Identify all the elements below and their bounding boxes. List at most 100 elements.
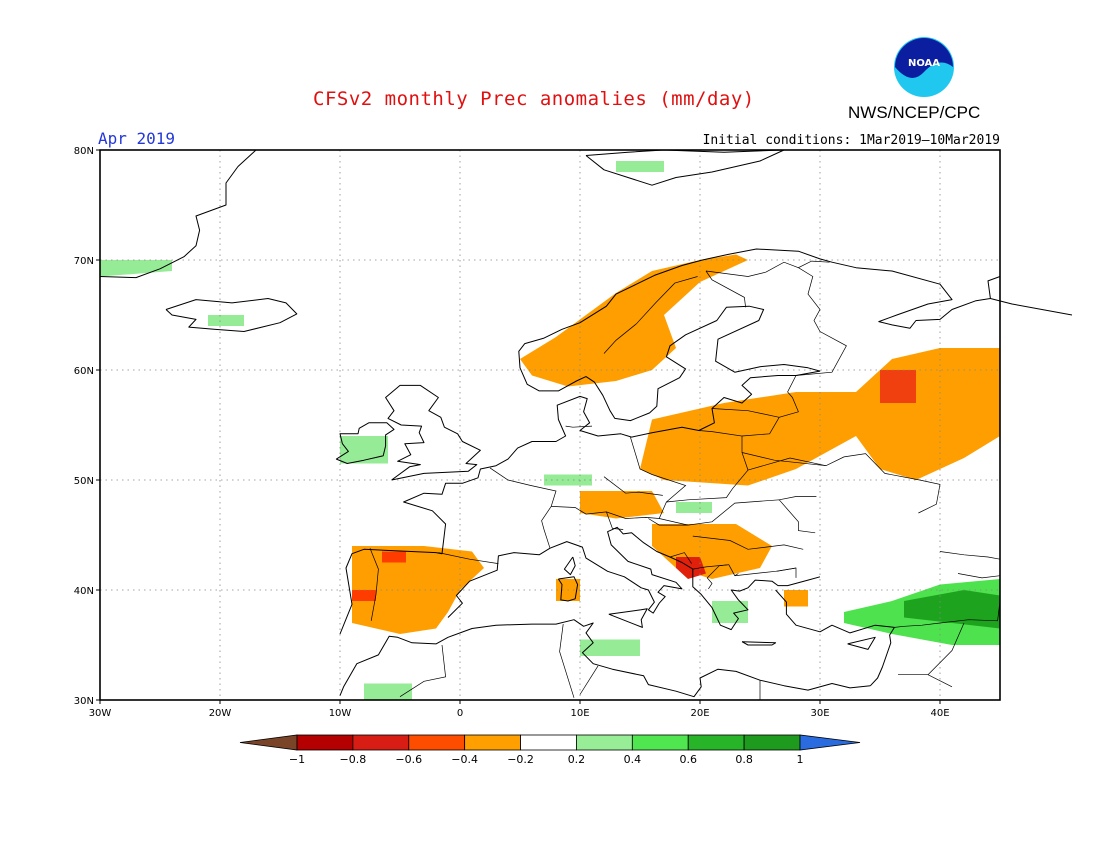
country-border xyxy=(565,425,593,428)
colorbar-high-arrow xyxy=(799,734,861,751)
country-border xyxy=(399,644,446,697)
country-border xyxy=(705,270,746,308)
anomaly-region-russia xyxy=(856,348,1000,480)
country-border xyxy=(957,573,1001,579)
coastline xyxy=(339,619,871,698)
anomaly-region-spain-north-red xyxy=(382,551,406,563)
country-border xyxy=(939,551,1001,560)
coastline xyxy=(99,149,257,279)
colorbar-label: 0.8 xyxy=(735,753,753,766)
country-border xyxy=(551,430,749,519)
colorbar-segment xyxy=(631,734,689,751)
country-border xyxy=(438,552,499,564)
colorbar-segment xyxy=(296,734,354,751)
anomaly-region-hungary xyxy=(676,502,712,513)
coastline xyxy=(585,149,785,186)
agency-label: NWS/NCEP/CPC xyxy=(848,103,981,122)
country-border xyxy=(705,261,799,277)
lat-tick-label: 70N xyxy=(74,256,94,267)
lon-tick-label: 10E xyxy=(570,708,589,719)
anomaly-region-balkans xyxy=(652,524,772,579)
coastline xyxy=(385,384,481,481)
coastlines xyxy=(99,149,1073,698)
coastline xyxy=(165,298,298,332)
country-border xyxy=(369,548,379,621)
coastline xyxy=(557,576,579,602)
country-border xyxy=(603,476,663,496)
coastline xyxy=(335,422,395,464)
colorbar-segment xyxy=(464,734,521,751)
map-frame xyxy=(99,149,1001,701)
country-border xyxy=(669,552,692,564)
anomaly-region-uk-ireland xyxy=(340,436,388,464)
colorbar-label: 1 xyxy=(797,753,804,766)
lat-tick-label: 40N xyxy=(74,586,94,597)
country-border xyxy=(741,375,799,437)
country-border xyxy=(747,457,827,471)
colorbar-segment xyxy=(408,734,466,751)
country-border xyxy=(659,499,816,534)
country-border xyxy=(741,452,941,514)
country-borders xyxy=(369,260,1001,700)
country-border xyxy=(795,260,847,376)
coastline xyxy=(339,370,821,635)
colorbar-label: 0.6 xyxy=(679,753,697,766)
anomaly-region-north-africa xyxy=(580,639,640,656)
country-border xyxy=(776,567,797,578)
country-border xyxy=(692,535,804,550)
anomaly-region-iberia xyxy=(352,546,484,634)
colorbar-segment xyxy=(743,734,801,751)
lat-tick-label: 60N xyxy=(74,366,94,377)
anomaly-region-portugal-red xyxy=(352,590,376,601)
anomaly-region-turkey-west xyxy=(784,590,808,607)
lat-tick-label: 80N xyxy=(74,146,94,157)
coastline xyxy=(608,608,648,628)
anomaly-region-russia-red xyxy=(880,370,916,403)
noaa-logo: NOAA xyxy=(894,37,954,97)
country-border xyxy=(894,600,1001,628)
anomaly-region-morocco xyxy=(364,683,412,700)
country-border xyxy=(559,624,575,698)
colorbar-label: 0.2 xyxy=(568,753,586,766)
coastline xyxy=(741,641,777,646)
anomaly-region-alps xyxy=(580,491,664,519)
colorbar: −1 −0.8 −0.6 −0.4 −0.2 0.2 0.4 0.6 0.8 1 xyxy=(239,734,861,766)
colorbar-label: −0.6 xyxy=(395,753,422,766)
country-border xyxy=(648,518,688,526)
axis-ticks: 30W 20W 10W 0 10E 20E 30E 40E 80N 70N 60N 50N 40N 30N xyxy=(74,146,950,719)
lon-tick-label: 10W xyxy=(329,708,352,719)
colorbar-label: 0.4 xyxy=(624,753,642,766)
anomaly-region-central-europe xyxy=(640,392,856,486)
coastline xyxy=(563,556,576,576)
coastline xyxy=(847,636,876,650)
coastline xyxy=(447,526,821,631)
map-title: CFSv2 monthly Prec anomalies (mm/day) xyxy=(313,88,755,110)
colorbar-label: −1 xyxy=(289,753,305,766)
colorbar-segment xyxy=(576,734,633,751)
lat-tick-label: 30N xyxy=(74,696,94,707)
lon-tick-label: 30W xyxy=(89,708,112,719)
anomaly-regions xyxy=(100,161,1000,700)
anomaly-region-greece xyxy=(712,601,748,623)
colorbar-label: −0.4 xyxy=(451,753,478,766)
colorbar-label: −0.8 xyxy=(340,753,367,766)
lon-tick-label: 20W xyxy=(209,708,232,719)
colorbar-segment xyxy=(687,734,745,751)
lon-tick-label: 40E xyxy=(930,708,949,719)
country-border xyxy=(734,573,739,576)
lon-tick-label: 0 xyxy=(457,708,463,719)
noaa-logo-text: NOAA xyxy=(908,58,940,69)
anomaly-region-turkey-east-dark xyxy=(904,590,1000,629)
country-border xyxy=(606,511,624,530)
colorbar-label: −0.2 xyxy=(507,753,534,766)
country-border xyxy=(779,496,817,501)
lat-tick-label: 50N xyxy=(74,476,94,487)
country-border xyxy=(489,467,557,549)
country-border xyxy=(927,622,965,675)
country-border xyxy=(630,436,687,503)
country-border xyxy=(603,276,698,354)
country-border xyxy=(706,564,729,590)
anomaly-region-greenland xyxy=(100,260,172,277)
coastline xyxy=(775,589,895,687)
